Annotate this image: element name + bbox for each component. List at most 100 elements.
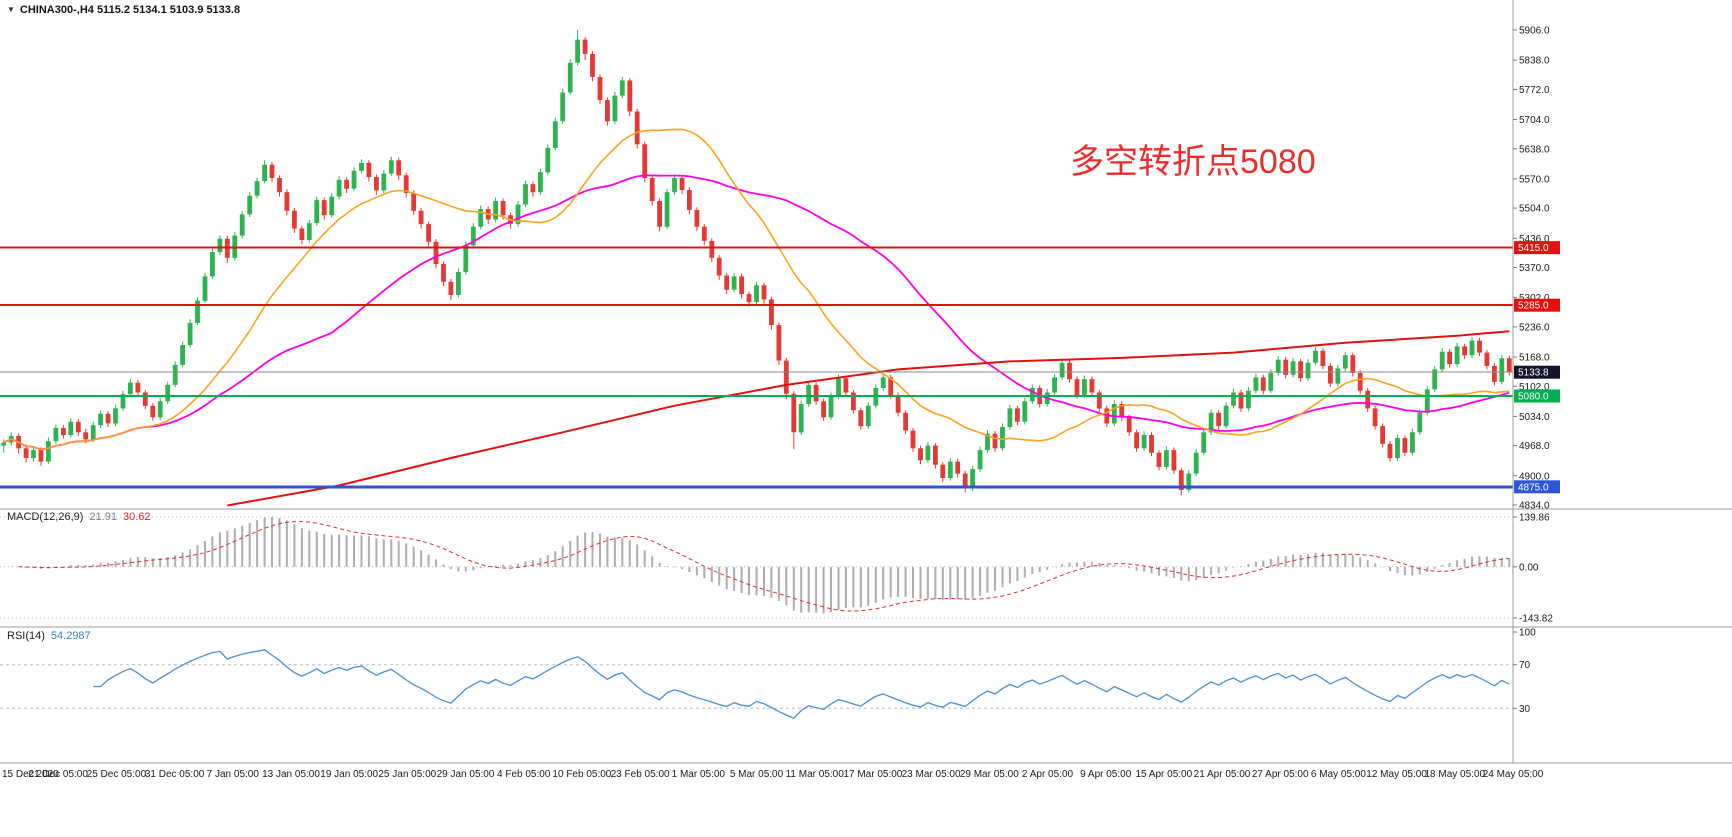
candle-body <box>947 461 953 478</box>
candle-body <box>493 201 498 220</box>
candle-body <box>1424 389 1430 413</box>
time-axis-label: 19 Jan 05:00 <box>320 769 378 780</box>
collapse-triangle-icon[interactable]: ▼ <box>7 5 15 14</box>
time-axis-label: 11 Mar 05:00 <box>786 769 845 780</box>
bid-price-badge <box>1514 365 1560 379</box>
candle-body <box>724 275 730 290</box>
candle-body <box>75 421 81 433</box>
candle-body <box>538 172 543 193</box>
candle-body <box>1313 350 1318 363</box>
rsi-axis-label: 100 <box>1519 628 1536 639</box>
time-axis-label: 29 Jan 05:00 <box>437 769 495 780</box>
candle-body <box>299 228 305 240</box>
time-axis-label: 24 May 05:00 <box>1483 769 1544 780</box>
macd-axis-label: -143.82 <box>1519 614 1553 625</box>
candle-body <box>1134 432 1139 449</box>
candle-body <box>165 384 171 402</box>
candle-body <box>128 382 133 395</box>
rsi-axis-label: 70 <box>1519 660 1531 671</box>
candle-body <box>113 408 118 424</box>
price-level-badge-label: 5285.0 <box>1518 301 1549 312</box>
candle-body <box>1417 412 1423 433</box>
candle-body <box>23 448 29 458</box>
candle-body <box>918 448 923 461</box>
time-axis-label: 23 Mar 05:00 <box>902 769 961 780</box>
price-axis-label: 4968.0 <box>1519 441 1550 452</box>
candle-body <box>284 192 290 211</box>
candle-body <box>746 294 752 303</box>
bid-price-badge-label: 5133.8 <box>1518 368 1549 379</box>
price-axis-label: 5168.0 <box>1519 353 1550 364</box>
main-chart-plot-area[interactable] <box>0 0 1513 509</box>
macd-panel-area[interactable] <box>0 509 1513 627</box>
candle-body <box>277 178 282 193</box>
candle-body <box>754 285 759 302</box>
time-axis-label: 18 May 05:00 <box>1424 769 1485 780</box>
candle-body <box>1298 361 1303 379</box>
candle-body <box>306 223 312 240</box>
rsi-line <box>93 649 1510 719</box>
candle-body <box>1395 438 1400 458</box>
candle-body <box>1268 373 1274 391</box>
candle-body <box>560 92 566 122</box>
candle-body <box>619 80 625 96</box>
time-axis-label: 21 Dec 05:00 <box>28 769 88 780</box>
candle-body <box>903 412 908 431</box>
candle-body <box>679 178 685 190</box>
price-level-badge <box>1514 480 1560 494</box>
candle-body <box>709 240 715 258</box>
candle-body <box>135 382 141 393</box>
rsi-panel-area[interactable] <box>0 627 1513 763</box>
candle-body <box>1447 351 1452 365</box>
macd-axis-label: 0.00 <box>1519 562 1539 573</box>
candle-body <box>1 442 7 446</box>
candle-body <box>731 276 737 290</box>
candle-body <box>582 39 588 54</box>
candle-body <box>605 100 610 122</box>
candle-body <box>552 121 558 148</box>
candle-body <box>381 173 387 191</box>
candle-body <box>314 200 320 224</box>
candle-body <box>1260 377 1266 391</box>
candle-body <box>426 224 431 242</box>
ma-mid-magenta-line <box>3 174 1510 451</box>
price-level-badge-label: 4875.0 <box>1518 482 1549 493</box>
candle-body <box>1111 404 1117 424</box>
candle-body <box>1067 362 1072 380</box>
price-axis-label: 5772.0 <box>1519 85 1550 96</box>
candle-body <box>821 401 826 418</box>
candle-body <box>701 226 707 241</box>
candle-body <box>1283 359 1289 375</box>
price-axis-label: 4834.0 <box>1519 501 1550 512</box>
rsi-value: 54.2987 <box>50 630 91 642</box>
time-axis-label: 12 May 05:00 <box>1366 769 1427 780</box>
price-axis-area[interactable] <box>1513 0 1732 763</box>
time-axis-label: 6 May 05:00 <box>1311 769 1366 780</box>
candle-body <box>463 245 469 272</box>
candle-body <box>851 392 856 411</box>
candle-body <box>545 147 551 173</box>
candle-body <box>269 164 275 178</box>
ma-fast-orange-line <box>3 128 1510 451</box>
candle-body <box>761 285 767 300</box>
candle-body <box>90 425 96 440</box>
time-axis-label: 27 Apr 05:00 <box>1252 769 1309 780</box>
candle-body <box>933 445 938 465</box>
candle-body <box>1506 358 1512 373</box>
time-axis-label: 31 Dec 05:00 <box>145 769 205 780</box>
candle-body <box>1320 350 1326 366</box>
candle-body <box>575 39 580 63</box>
candle-body <box>1253 377 1259 391</box>
time-axis-area[interactable] <box>0 763 1732 789</box>
candle-body <box>187 322 193 346</box>
candle-body <box>1402 438 1408 453</box>
candle-body <box>1022 401 1028 422</box>
candle-body <box>865 405 871 427</box>
macd-signal-value: 30.62 <box>122 511 151 523</box>
price-axis-label: 5436.0 <box>1519 234 1550 245</box>
candle-body <box>1335 368 1341 384</box>
candle-body <box>441 264 446 282</box>
candle-body <box>1305 362 1311 379</box>
candle-body <box>672 178 677 193</box>
